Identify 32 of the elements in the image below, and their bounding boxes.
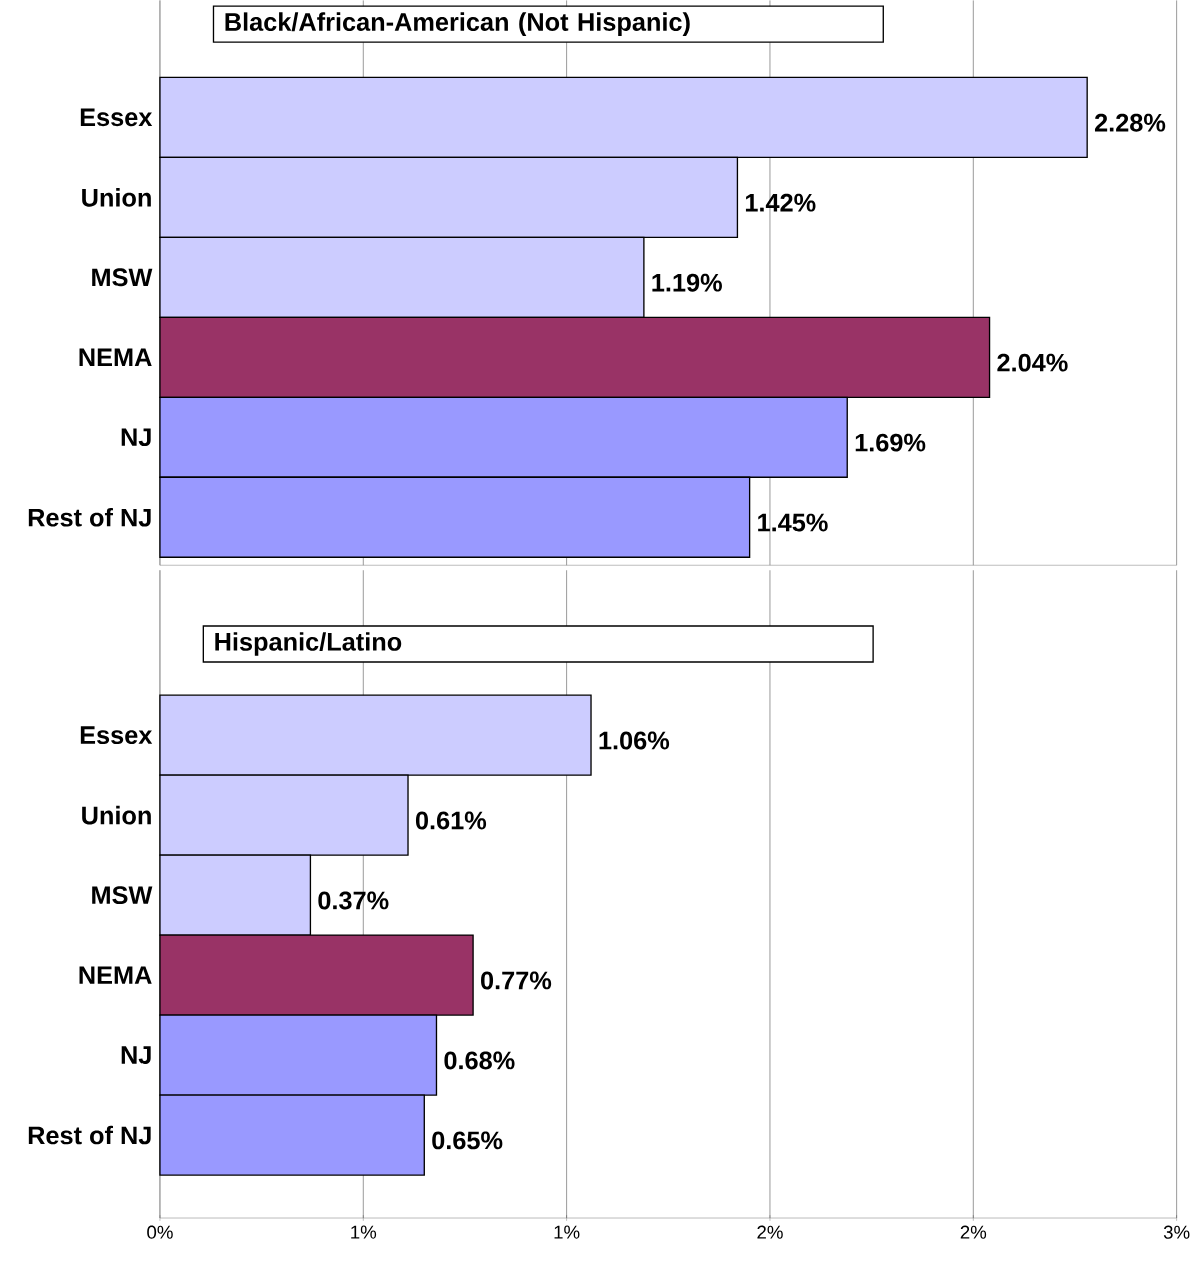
data-label: 2.28% — [1095, 113, 1166, 132]
y-tick-label: Essex — [81, 108, 153, 127]
x-tick-label: 1% — [351, 1225, 377, 1239]
chart-title: Hispanic/Latino — [215, 632, 402, 656]
data-label: 0.37% — [318, 891, 389, 910]
data-label: 0.65% — [432, 1131, 503, 1150]
x-tick-label: 2% — [757, 1225, 783, 1239]
x-tick-label: 0% — [147, 1225, 173, 1239]
y-tick-label: NEMA — [79, 348, 152, 367]
y-tick-label: MSW — [92, 268, 153, 287]
y-tick-label: Union — [82, 805, 152, 825]
y-tick-label: NEMA — [79, 966, 152, 984]
y-tick-label: NJ — [121, 428, 151, 447]
y-tick-label: Rest of NJ — [29, 507, 151, 527]
y-tick-label: Rest of NJ — [29, 1125, 151, 1145]
data-label: 1.45% — [758, 513, 828, 532]
y-tick-label: Essex — [81, 726, 153, 745]
x-tick-label: 3% — [1164, 1225, 1190, 1239]
y-tick-label: NJ — [121, 1046, 151, 1064]
data-label: 0.61% — [416, 811, 487, 830]
y-tick-label: Union — [82, 188, 152, 207]
x-tick-label: 1% — [554, 1225, 580, 1239]
data-label: 1.06% — [599, 731, 670, 750]
data-label: 2.04% — [997, 353, 1068, 372]
data-label: 1.69% — [855, 433, 926, 452]
data-label: 1.42% — [746, 193, 816, 212]
data-label: 0.68% — [444, 1051, 515, 1070]
x-tick-label: 2% — [960, 1225, 987, 1239]
data-label: 0.77% — [481, 971, 552, 990]
y-tick-label: MSW — [92, 886, 153, 905]
chart-title: Black/African-American (Not Hispanic) — [225, 12, 690, 36]
data-label: 1.19% — [652, 273, 723, 292]
